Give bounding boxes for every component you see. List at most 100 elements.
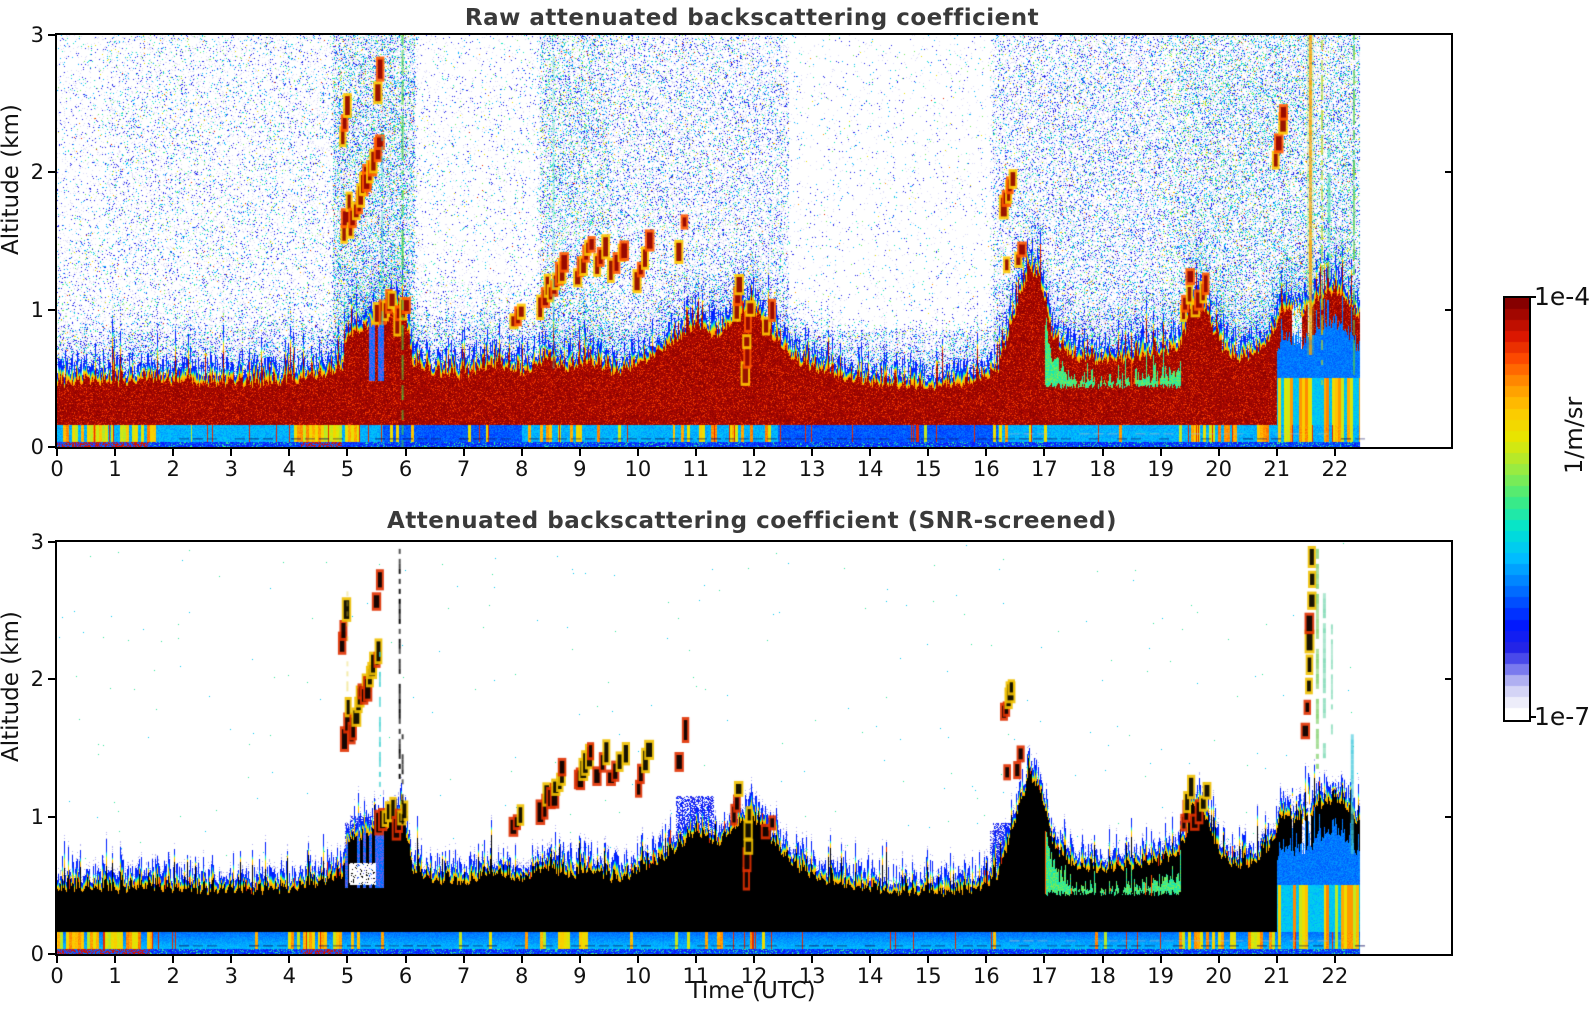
x-tick-label: 4	[282, 964, 297, 988]
x-tick-label: 13	[798, 964, 826, 988]
x-tick-label: 14	[856, 457, 884, 481]
x-tick-mark	[462, 956, 465, 963]
colorbar-units-label: 1/m/sr	[1560, 396, 1588, 474]
x-tick-label: 20	[1205, 457, 1233, 481]
x-tick-mark	[985, 956, 988, 963]
raw-panel-title: Raw attenuated backscattering coefficien…	[464, 5, 1040, 31]
x-tick-label: 5	[340, 964, 355, 988]
x-tick-label: 17	[1031, 964, 1058, 988]
x-tick-mark	[346, 956, 349, 963]
x-tick-label: 17	[1031, 457, 1058, 481]
x-tick-mark	[927, 956, 930, 963]
x-tick-label: 2	[166, 964, 180, 988]
y-tick-mark	[48, 34, 55, 36]
x-tick-mark	[578, 956, 581, 963]
y-tick-mark	[48, 446, 55, 448]
colorbar-max-label: 1e-4	[1534, 282, 1591, 311]
x-tick-label: 16	[972, 457, 1000, 481]
x-tick-mark	[1159, 449, 1162, 456]
x-tick-mark	[1333, 449, 1336, 456]
y-tick-mark-right	[1445, 678, 1451, 681]
x-tick-mark	[1101, 956, 1104, 963]
raw-panel-plot-area	[55, 33, 1453, 449]
y-tick-label: 1	[30, 804, 44, 829]
x-tick-mark	[1275, 449, 1278, 456]
y-tick-mark	[48, 815, 55, 818]
x-tick-mark	[869, 956, 872, 963]
x-tick-label: 9	[573, 457, 587, 481]
y-tick-label: 2	[30, 667, 44, 692]
colorbar-min-label: 1e-7	[1534, 702, 1591, 731]
x-axis-label: Time (UTC)	[688, 978, 816, 1004]
y-tick-mark	[48, 308, 55, 311]
x-tick-mark	[927, 449, 930, 456]
x-tick-label: 21	[1263, 457, 1291, 481]
x-tick-label: 19	[1147, 964, 1174, 988]
x-tick-label: 15	[914, 964, 942, 988]
x-tick-label: 6	[398, 457, 413, 481]
x-tick-mark	[346, 449, 349, 456]
x-tick-mark	[869, 449, 872, 456]
x-tick-mark	[288, 449, 291, 456]
x-tick-mark	[230, 956, 233, 963]
x-tick-label: 5	[340, 457, 355, 481]
x-tick-mark	[753, 956, 755, 963]
y-tick-label: 0	[30, 435, 44, 459]
x-tick-mark	[56, 449, 58, 456]
x-tick-label: 20	[1205, 964, 1233, 988]
y-tick-label: 0	[30, 942, 44, 966]
x-tick-label: 11	[682, 964, 710, 988]
x-tick-mark	[811, 956, 814, 963]
x-tick-label: 16	[972, 964, 1000, 988]
colorbar	[1503, 296, 1531, 722]
colorbar-min-tick	[1529, 716, 1536, 718]
x-tick-label: 18	[1089, 964, 1116, 988]
y-tick-mark-right	[1445, 815, 1451, 818]
y-tick-label: 2	[30, 160, 44, 185]
x-tick-mark	[404, 956, 407, 963]
x-tick-label: 3	[224, 457, 238, 481]
x-tick-label: 7	[456, 964, 471, 988]
x-tick-label: 1	[108, 457, 122, 481]
y-tick-mark	[48, 678, 55, 681]
x-tick-label: 13	[798, 457, 826, 481]
x-tick-mark	[636, 956, 639, 963]
x-tick-label: 2	[166, 457, 180, 481]
x-tick-label: 0	[50, 964, 64, 988]
x-tick-mark	[520, 449, 523, 456]
x-tick-mark	[1217, 449, 1220, 456]
x-tick-mark	[578, 449, 581, 456]
x-tick-label: 4	[282, 457, 297, 481]
x-tick-label: 9	[573, 964, 587, 988]
x-tick-label: 0	[50, 457, 64, 481]
x-tick-label: 12	[740, 457, 768, 481]
x-tick-mark	[114, 956, 117, 963]
x-tick-mark	[985, 449, 988, 456]
x-tick-label: 15	[914, 457, 942, 481]
x-tick-mark	[1333, 956, 1336, 963]
x-tick-label: 14	[856, 964, 884, 988]
y-tick-mark	[48, 171, 55, 174]
screened-y-axis-label: Altitude (km)	[0, 611, 24, 762]
x-tick-mark	[56, 956, 58, 963]
raw-y-axis-label: Altitude (km)	[0, 104, 24, 255]
x-tick-mark	[694, 449, 697, 456]
x-tick-mark	[172, 449, 175, 456]
x-tick-mark	[462, 449, 465, 456]
x-tick-label: 22	[1321, 457, 1349, 481]
colorbar-max-tick	[1529, 296, 1536, 298]
x-tick-label: 22	[1321, 964, 1349, 988]
screened-backscatter-heatmap	[57, 542, 1451, 954]
colorbar-gradient	[1505, 298, 1529, 720]
y-tick-mark-right	[1445, 171, 1451, 174]
x-tick-mark	[520, 956, 523, 963]
x-tick-mark	[1217, 956, 1220, 963]
x-tick-label: 10	[624, 964, 652, 988]
x-tick-label: 6	[398, 964, 413, 988]
x-tick-mark	[1275, 956, 1278, 963]
x-tick-label: 18	[1089, 457, 1116, 481]
x-tick-mark	[114, 449, 117, 456]
x-tick-mark	[230, 449, 233, 456]
x-tick-mark	[288, 956, 291, 963]
y-tick-mark	[48, 953, 55, 955]
